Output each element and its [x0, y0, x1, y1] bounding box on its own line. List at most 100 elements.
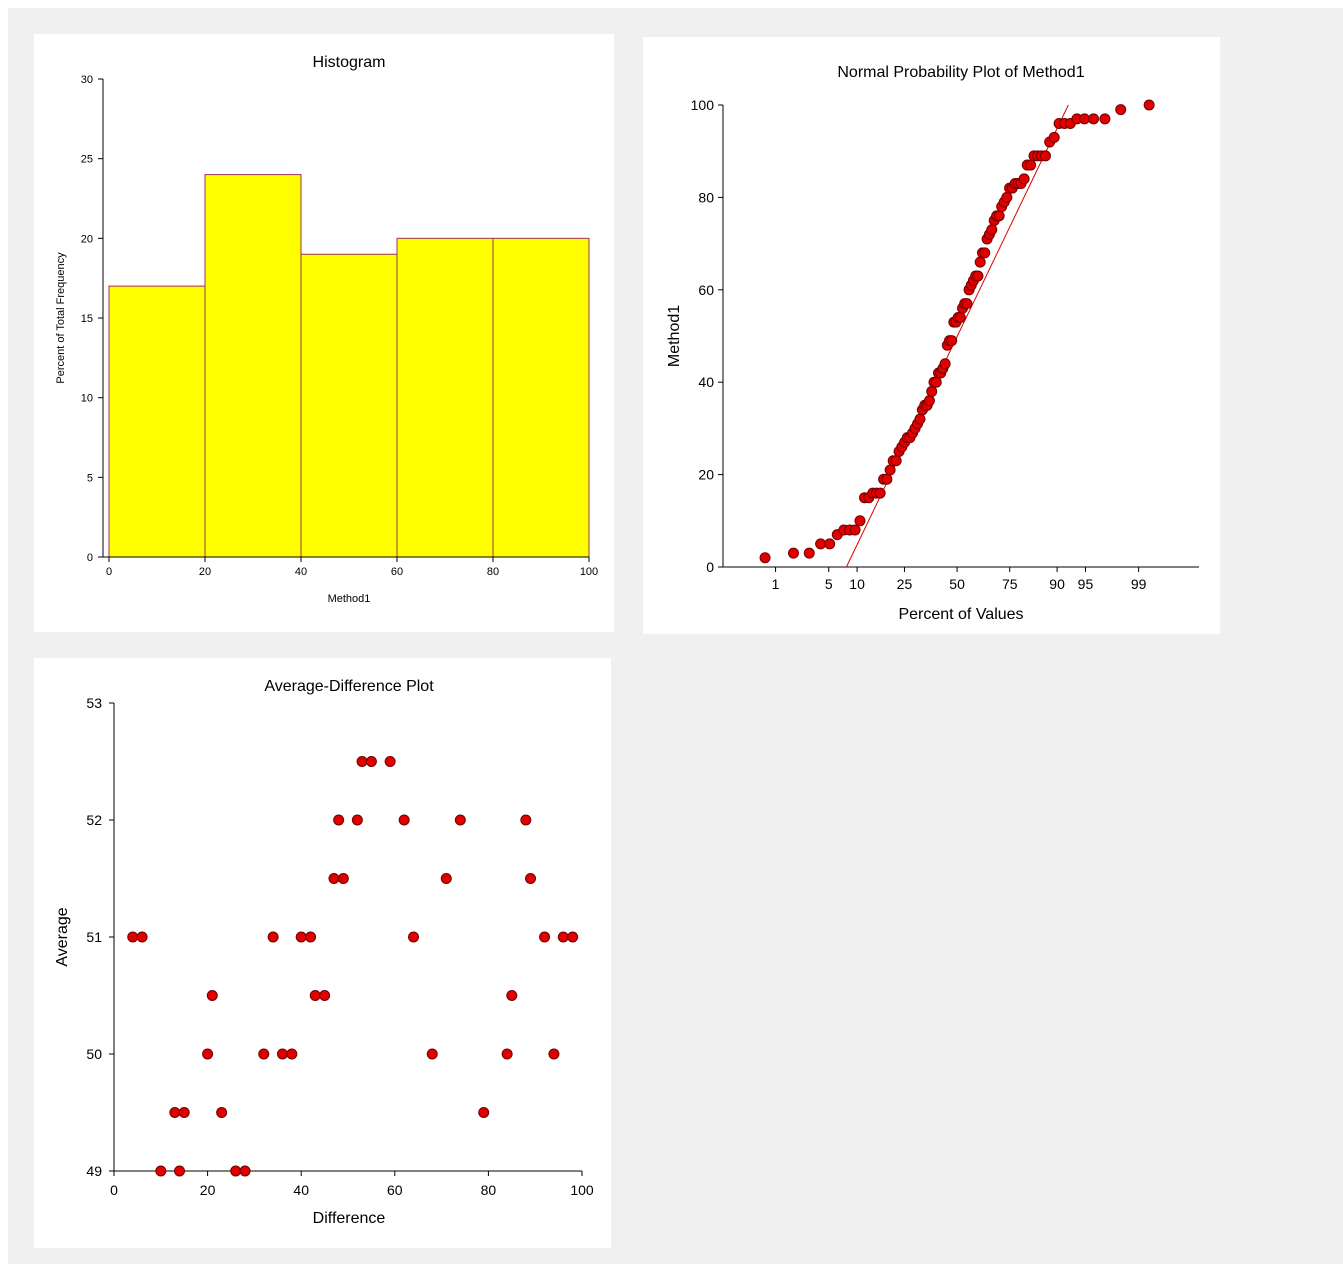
x-tick-label: 100 [580, 566, 598, 578]
data-point [426, 1048, 438, 1060]
y-tick-label: 0 [706, 559, 714, 575]
x-tick-label: 100 [570, 1182, 594, 1198]
x-tick-label: 20 [200, 1182, 216, 1198]
data-point [478, 1107, 490, 1118]
data-point [454, 814, 466, 826]
histogram-bar [300, 253, 398, 558]
chart-title: Average-Difference Plot [264, 678, 434, 695]
data-point [939, 358, 951, 370]
data-point [333, 814, 345, 826]
data-point [539, 931, 551, 943]
data-point [1025, 159, 1037, 171]
data-point [440, 873, 452, 884]
x-tick-label: 60 [387, 1182, 403, 1198]
x-tick-label: 40 [293, 1182, 309, 1198]
y-tick-label: 40 [698, 374, 714, 390]
histogram-chart: Histogram 0 20 40 60 80 100 0 5 10 15 20 25 30 Method1… [55, 54, 598, 605]
data-point [267, 931, 279, 943]
y-axis-label: Method1 [666, 305, 683, 367]
y-tick-label: 20 [81, 233, 93, 245]
data-point [136, 931, 148, 943]
data-point [890, 455, 902, 467]
data-point [408, 931, 420, 943]
data-point [1143, 99, 1155, 111]
x-tick-label: 25 [897, 576, 913, 592]
data-point [520, 814, 532, 826]
y-tick-label: 100 [691, 97, 715, 113]
data-point [525, 873, 537, 884]
y-tick-label: 5 [87, 472, 93, 484]
data-point [849, 524, 861, 536]
data-point [567, 931, 579, 943]
data-point [230, 1165, 242, 1177]
histogram-bar [108, 285, 206, 558]
average-difference-chart: Average-Difference Plot 0 20 40 60 80 100 49 50 5… [54, 678, 594, 1227]
chart-title: Histogram [313, 54, 386, 71]
data-point [986, 224, 998, 236]
data-point [216, 1107, 228, 1118]
normal-probability-chart: Normal Probability Plot of Method1 1 5 10 25… [666, 64, 1199, 623]
data-point [884, 464, 896, 476]
data-point [305, 931, 317, 943]
data-point [881, 473, 893, 485]
data-point [1048, 131, 1060, 143]
data-point [946, 335, 958, 347]
x-tick-label: 95 [1078, 576, 1094, 592]
data-point [1115, 104, 1127, 116]
data-point [954, 312, 966, 324]
data-point [972, 270, 984, 282]
data-point [328, 873, 340, 884]
normal-probability-panel: Normal Probability Plot of Method1 1 5 10 25… [643, 37, 1220, 634]
histogram-bar [396, 237, 494, 558]
y-tick-label: 50 [86, 1046, 102, 1062]
x-tick-label: 0 [110, 1182, 118, 1198]
y-tick-label: 15 [81, 313, 93, 325]
y-axis-label: Percent of Total Frequency [55, 252, 67, 384]
data-point [1088, 113, 1100, 125]
x-tick-label: 1 [772, 576, 780, 592]
x-tick-label: 80 [487, 566, 499, 578]
x-tick-label: 90 [1049, 576, 1065, 592]
data-point [169, 1107, 181, 1118]
data-point [1018, 173, 1030, 185]
data-point [914, 413, 926, 425]
chart-title: Normal Probability Plot of Method1 [837, 64, 1084, 81]
y-tick-label: 0 [87, 552, 93, 564]
histogram-bar [492, 237, 590, 558]
data-point [356, 756, 368, 767]
data-point [258, 1048, 270, 1060]
data-point [930, 376, 942, 388]
data-point [506, 990, 518, 1001]
x-axis-label: Difference [313, 1210, 386, 1227]
data-point [824, 538, 836, 550]
data-point [979, 247, 991, 259]
data-point [923, 395, 935, 407]
data-point [174, 1165, 186, 1177]
data-point [202, 1048, 214, 1060]
y-tick-label: 52 [86, 812, 102, 828]
data-point [155, 1165, 167, 1177]
x-tick-label: 99 [1131, 576, 1147, 592]
data-point [557, 931, 569, 943]
y-tick-label: 20 [698, 467, 714, 483]
x-tick-label: 50 [949, 576, 965, 592]
data-point [874, 487, 886, 499]
y-tick-label: 10 [81, 393, 93, 405]
report-canvas: Histogram 0 20 40 60 80 100 0 5 10 15 20 25 30 Method1… [8, 8, 1343, 1264]
y-tick-label: 80 [698, 189, 714, 205]
x-tick-label: 5 [825, 576, 833, 592]
y-axis-label: Average [54, 907, 71, 966]
histogram-bar [204, 174, 302, 558]
data-point [295, 931, 307, 943]
average-difference-panel: Average-Difference Plot 0 20 40 60 80 100 49 50 5… [34, 658, 611, 1248]
x-tick-label: 80 [481, 1182, 497, 1198]
data-point [993, 210, 1005, 222]
data-point [319, 990, 331, 1001]
data-point [1099, 113, 1111, 125]
data-point [206, 990, 218, 1001]
data-point [127, 931, 139, 943]
data-point [351, 814, 363, 826]
y-tick-label: 53 [86, 695, 102, 711]
data-point [384, 756, 396, 767]
data-point [974, 256, 986, 268]
